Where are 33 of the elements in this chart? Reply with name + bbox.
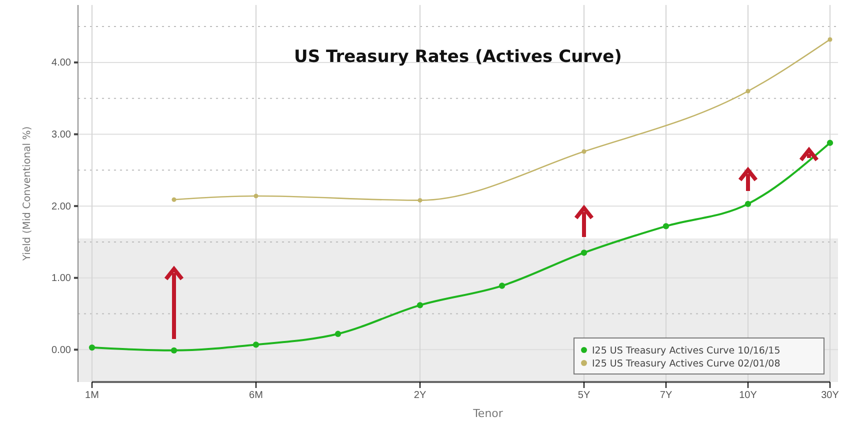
point [252, 342, 260, 348]
point [170, 347, 178, 354]
y-tick-label: 0.00 [52, 344, 72, 356]
point [88, 344, 96, 351]
point [172, 197, 176, 202]
point [580, 250, 588, 256]
y-tick-label: 1.00 [52, 273, 72, 284]
point [254, 194, 258, 198]
point [662, 223, 670, 230]
x-tick-label: 1M [85, 390, 99, 402]
y-axis-title: Yield (Mid Conventional %) [22, 126, 33, 262]
x-axis-title: Tenor [472, 407, 504, 420]
x-tick-label: 10Y [739, 390, 758, 402]
y-tick-label: 2.00 [52, 201, 72, 212]
y-tick-label: 3.00 [52, 129, 72, 140]
point [498, 282, 506, 289]
text: US Treasury Rates (Actives Curve) [294, 47, 622, 67]
point [826, 140, 834, 146]
point [744, 200, 752, 207]
point [828, 37, 832, 42]
x-tick-label: 7Y [660, 390, 672, 402]
legend-label: I25 US Treasury Actives Curve 10/16/15 [592, 346, 780, 356]
point [418, 198, 422, 203]
point [416, 302, 424, 308]
x-tick-label: 2Y [414, 390, 426, 402]
legend-label: I25 US Treasury Actives Curve 02/01/08 [592, 358, 780, 370]
x-tick-label: 6M [249, 390, 263, 402]
point [582, 149, 586, 154]
point [334, 330, 342, 337]
y-tick-label: 4.00 [52, 58, 72, 69]
x-tick-label: 30Y [821, 390, 840, 402]
x-tick-label: 5Y [578, 390, 590, 402]
point [746, 88, 750, 94]
